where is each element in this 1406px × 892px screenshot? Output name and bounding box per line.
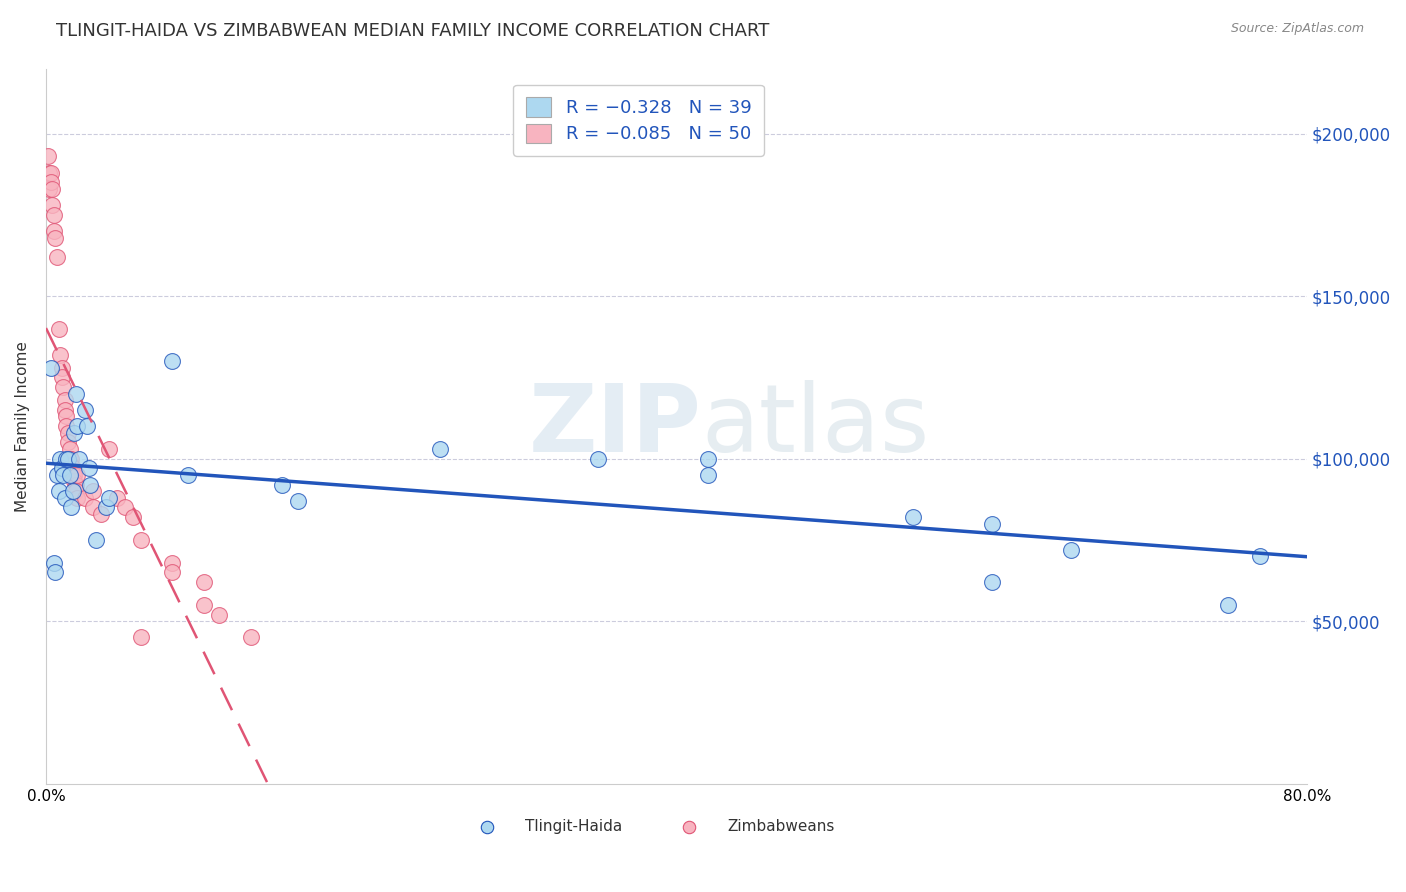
Point	[160, 566, 183, 580]
Point	[177, 467, 200, 482]
Point	[121, 510, 143, 524]
Point	[75, 402, 97, 417]
Text: Source: ZipAtlas.com: Source: ZipAtlas.com	[1230, 22, 1364, 36]
Point	[51, 370, 73, 384]
Point	[51, 360, 73, 375]
Point	[94, 500, 117, 515]
Point	[63, 425, 86, 440]
Point	[129, 533, 152, 547]
Point	[114, 500, 136, 515]
Text: ZIP: ZIP	[529, 380, 702, 472]
Point	[75, 491, 97, 505]
Point	[39, 165, 62, 179]
Point	[56, 425, 79, 440]
Point	[980, 575, 1002, 590]
Point	[901, 510, 924, 524]
Point	[63, 475, 86, 489]
Point	[55, 409, 77, 424]
Text: Zimbabweans: Zimbabweans	[727, 819, 834, 834]
Point	[59, 467, 82, 482]
Point	[51, 461, 73, 475]
Point	[86, 533, 108, 547]
Point	[65, 386, 87, 401]
Point	[1218, 598, 1240, 612]
Point	[586, 777, 609, 791]
Y-axis label: Median Family Income: Median Family Income	[15, 341, 30, 511]
Point	[42, 208, 65, 222]
Point	[66, 467, 89, 482]
Point	[53, 402, 76, 417]
Point	[46, 467, 69, 482]
Point	[59, 442, 82, 456]
Point	[48, 321, 70, 335]
Point	[39, 175, 62, 189]
Point	[838, 777, 860, 791]
Point	[60, 458, 83, 472]
Point	[82, 484, 104, 499]
Point	[67, 451, 90, 466]
Point	[38, 182, 60, 196]
Text: atlas: atlas	[702, 380, 929, 472]
Point	[46, 250, 69, 264]
Point	[37, 149, 59, 163]
Point	[60, 500, 83, 515]
Point	[79, 477, 101, 491]
Point	[56, 451, 79, 466]
Point	[586, 451, 609, 466]
Text: Tlingit-Haida: Tlingit-Haida	[526, 819, 623, 834]
Point	[52, 467, 75, 482]
Point	[1059, 542, 1081, 557]
Point	[98, 442, 121, 456]
Point	[62, 467, 84, 482]
Point	[65, 477, 87, 491]
Point	[287, 494, 309, 508]
Point	[90, 507, 112, 521]
Point	[52, 380, 75, 394]
Point	[429, 442, 451, 456]
Point	[41, 182, 63, 196]
Point	[62, 461, 84, 475]
Text: TLINGIT-HAIDA VS ZIMBABWEAN MEDIAN FAMILY INCOME CORRELATION CHART: TLINGIT-HAIDA VS ZIMBABWEAN MEDIAN FAMIL…	[56, 22, 769, 40]
Point	[105, 491, 128, 505]
Point	[160, 556, 183, 570]
Point	[98, 491, 121, 505]
Point	[63, 467, 86, 482]
Point	[62, 484, 84, 499]
Point	[160, 354, 183, 368]
Point	[129, 631, 152, 645]
Point	[42, 224, 65, 238]
Point	[697, 451, 720, 466]
Point	[56, 435, 79, 450]
Point	[55, 451, 77, 466]
Point	[82, 500, 104, 515]
Point	[1249, 549, 1271, 563]
Point	[271, 477, 294, 491]
Point	[38, 165, 60, 179]
Point	[66, 419, 89, 434]
Point	[76, 419, 98, 434]
Point	[66, 491, 89, 505]
Point	[697, 467, 720, 482]
Point	[53, 393, 76, 408]
Point	[49, 451, 72, 466]
Point	[208, 607, 231, 622]
Point	[39, 360, 62, 375]
Point	[193, 575, 215, 590]
Point	[60, 451, 83, 466]
Point	[42, 556, 65, 570]
Point	[193, 598, 215, 612]
Point	[77, 461, 100, 475]
Point	[65, 484, 87, 499]
Point	[44, 566, 66, 580]
Point	[44, 230, 66, 244]
Point	[980, 516, 1002, 531]
Point	[49, 348, 72, 362]
Point	[55, 419, 77, 434]
Point	[48, 484, 70, 499]
Point	[239, 631, 262, 645]
Point	[59, 451, 82, 466]
Point	[41, 198, 63, 212]
Point	[53, 491, 76, 505]
Legend: R = −0.328   N = 39, R = −0.085   N = 50: R = −0.328 N = 39, R = −0.085 N = 50	[513, 85, 763, 156]
